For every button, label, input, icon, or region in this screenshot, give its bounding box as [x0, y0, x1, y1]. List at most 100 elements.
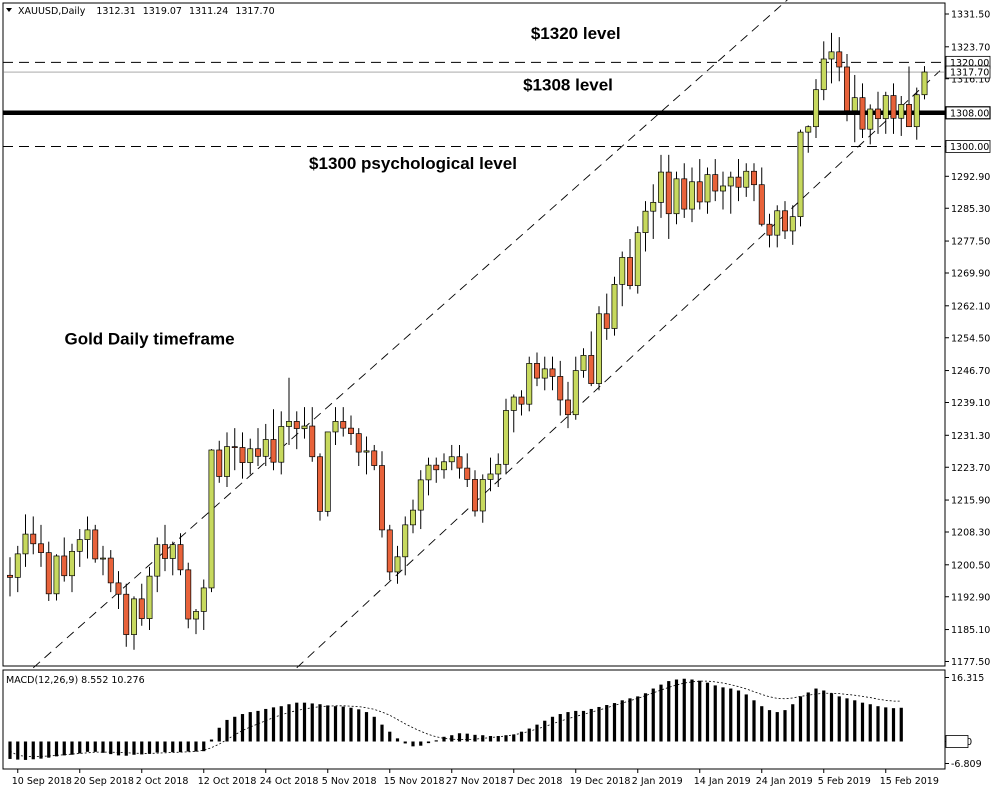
candle — [619, 251, 626, 307]
candle-body-bull — [704, 174, 711, 203]
y-tick-label: 1246.70 — [951, 366, 990, 377]
candle — [588, 331, 595, 387]
candle — [766, 213, 773, 248]
macd-histogram-bar — [612, 703, 617, 742]
macd-histogram-bar — [101, 741, 105, 753]
candle-body-bear — [890, 95, 897, 119]
candle — [324, 431, 331, 517]
candle-body-bull — [797, 131, 804, 218]
macd-histogram-bar — [829, 693, 834, 742]
macd-histogram-bar — [287, 704, 291, 742]
macd-histogram-bar — [597, 706, 601, 742]
candle — [751, 163, 757, 202]
candle-body-bull — [867, 108, 874, 130]
candle — [634, 226, 641, 294]
candle-body-bull — [417, 479, 424, 511]
candle — [107, 550, 114, 593]
macd-histogram-bar — [705, 682, 710, 742]
candle-body-bear — [875, 108, 881, 120]
candle-body-bull — [596, 313, 602, 384]
candle — [805, 125, 812, 153]
candle — [603, 293, 610, 340]
candle-body-bear — [293, 421, 300, 429]
x-axis: 10 Sep 2018 20 Sep 2018 2 Oct 2018 12 Oct 2… — [12, 769, 939, 787]
candle — [510, 394, 517, 433]
candle — [712, 159, 719, 202]
candle-body-bull — [76, 539, 83, 552]
y-tick-label: 1331.50 — [951, 10, 990, 21]
macd-histogram-bar — [767, 710, 772, 742]
candle-body-bear — [355, 433, 362, 453]
x-tick-label: 27 Nov 2018 — [446, 776, 507, 787]
macd-histogram-bar — [302, 702, 307, 742]
price-tag-box — [945, 106, 991, 120]
x-tick-label: 15 Nov 2018 — [384, 776, 445, 787]
candle-body-bear — [309, 425, 316, 458]
candle-body-bear — [115, 582, 122, 595]
y-tick-label: 1239.10 — [951, 398, 990, 409]
candle-body-bear — [371, 450, 378, 466]
macd-histogram-bar — [271, 707, 276, 742]
y-tick-label: 1208.30 — [951, 528, 990, 539]
candle-body-bear — [534, 363, 540, 379]
macd-histogram-bar — [527, 728, 531, 742]
candle — [53, 554, 60, 601]
candle — [7, 557, 13, 597]
macd-histogram-bar — [783, 710, 787, 742]
candle-body-bull — [363, 450, 370, 453]
macd-histogram-bar — [698, 680, 702, 742]
candle — [262, 423, 269, 466]
candle — [890, 83, 897, 134]
macd-histogram-bar — [543, 720, 547, 742]
candle-body-bull — [69, 550, 75, 577]
y-tick-label: 1323.70 — [951, 42, 990, 53]
macd-histogram-bar — [674, 679, 679, 742]
candle — [758, 167, 765, 227]
candle-body-bear — [231, 446, 238, 448]
macd-histogram-bar — [426, 741, 431, 744]
candle-body-bull — [820, 58, 827, 91]
candle-body-bear — [107, 557, 114, 584]
candle — [224, 432, 230, 488]
candle-body-bear — [92, 529, 99, 560]
candle-body-bear — [627, 257, 633, 286]
candle-body-bear — [340, 421, 347, 429]
candle — [371, 444, 378, 471]
x-tick-label: 24 Oct 2018 — [260, 776, 319, 787]
candle — [464, 453, 471, 488]
candle-body-bear — [348, 427, 354, 434]
x-tick-label: 10 Sep 2018 — [12, 776, 72, 787]
candle-body-bull — [247, 448, 254, 463]
candle-body-bull — [200, 587, 207, 612]
macd-histogram-bar — [132, 741, 136, 755]
candle — [425, 457, 432, 496]
macd-histogram-bar — [473, 734, 477, 742]
candle — [301, 407, 308, 439]
macd-zero-tag-box — [945, 735, 969, 748]
candle-body-bear — [30, 533, 37, 545]
candle-body-bull — [828, 51, 835, 60]
candle-body-bull — [84, 529, 91, 540]
candle-body-bull — [402, 524, 409, 558]
macd-histogram-bar — [419, 741, 423, 746]
macd-histogram-bar — [814, 688, 818, 742]
macd-histogram-bar — [54, 741, 59, 757]
candle — [487, 457, 494, 492]
candle-body-bull — [324, 431, 331, 512]
candle — [177, 533, 184, 576]
macd-histogram-bar — [124, 741, 128, 756]
macd-histogram-bar — [372, 716, 376, 742]
candle — [580, 348, 587, 378]
y-tick-label: 1215.90 — [951, 496, 990, 507]
candle — [906, 66, 912, 128]
candle-body-bear — [123, 593, 130, 635]
candle-body-bull — [262, 439, 269, 457]
candle — [735, 159, 742, 202]
y-tick-label: 1254.50 — [951, 333, 990, 344]
macd-histogram-bar — [822, 690, 826, 742]
macd-histogram-bar — [109, 741, 113, 755]
macd-histogram-bar — [798, 696, 803, 742]
macd-histogram-bar — [884, 707, 888, 742]
candle-body-bear — [464, 467, 471, 480]
